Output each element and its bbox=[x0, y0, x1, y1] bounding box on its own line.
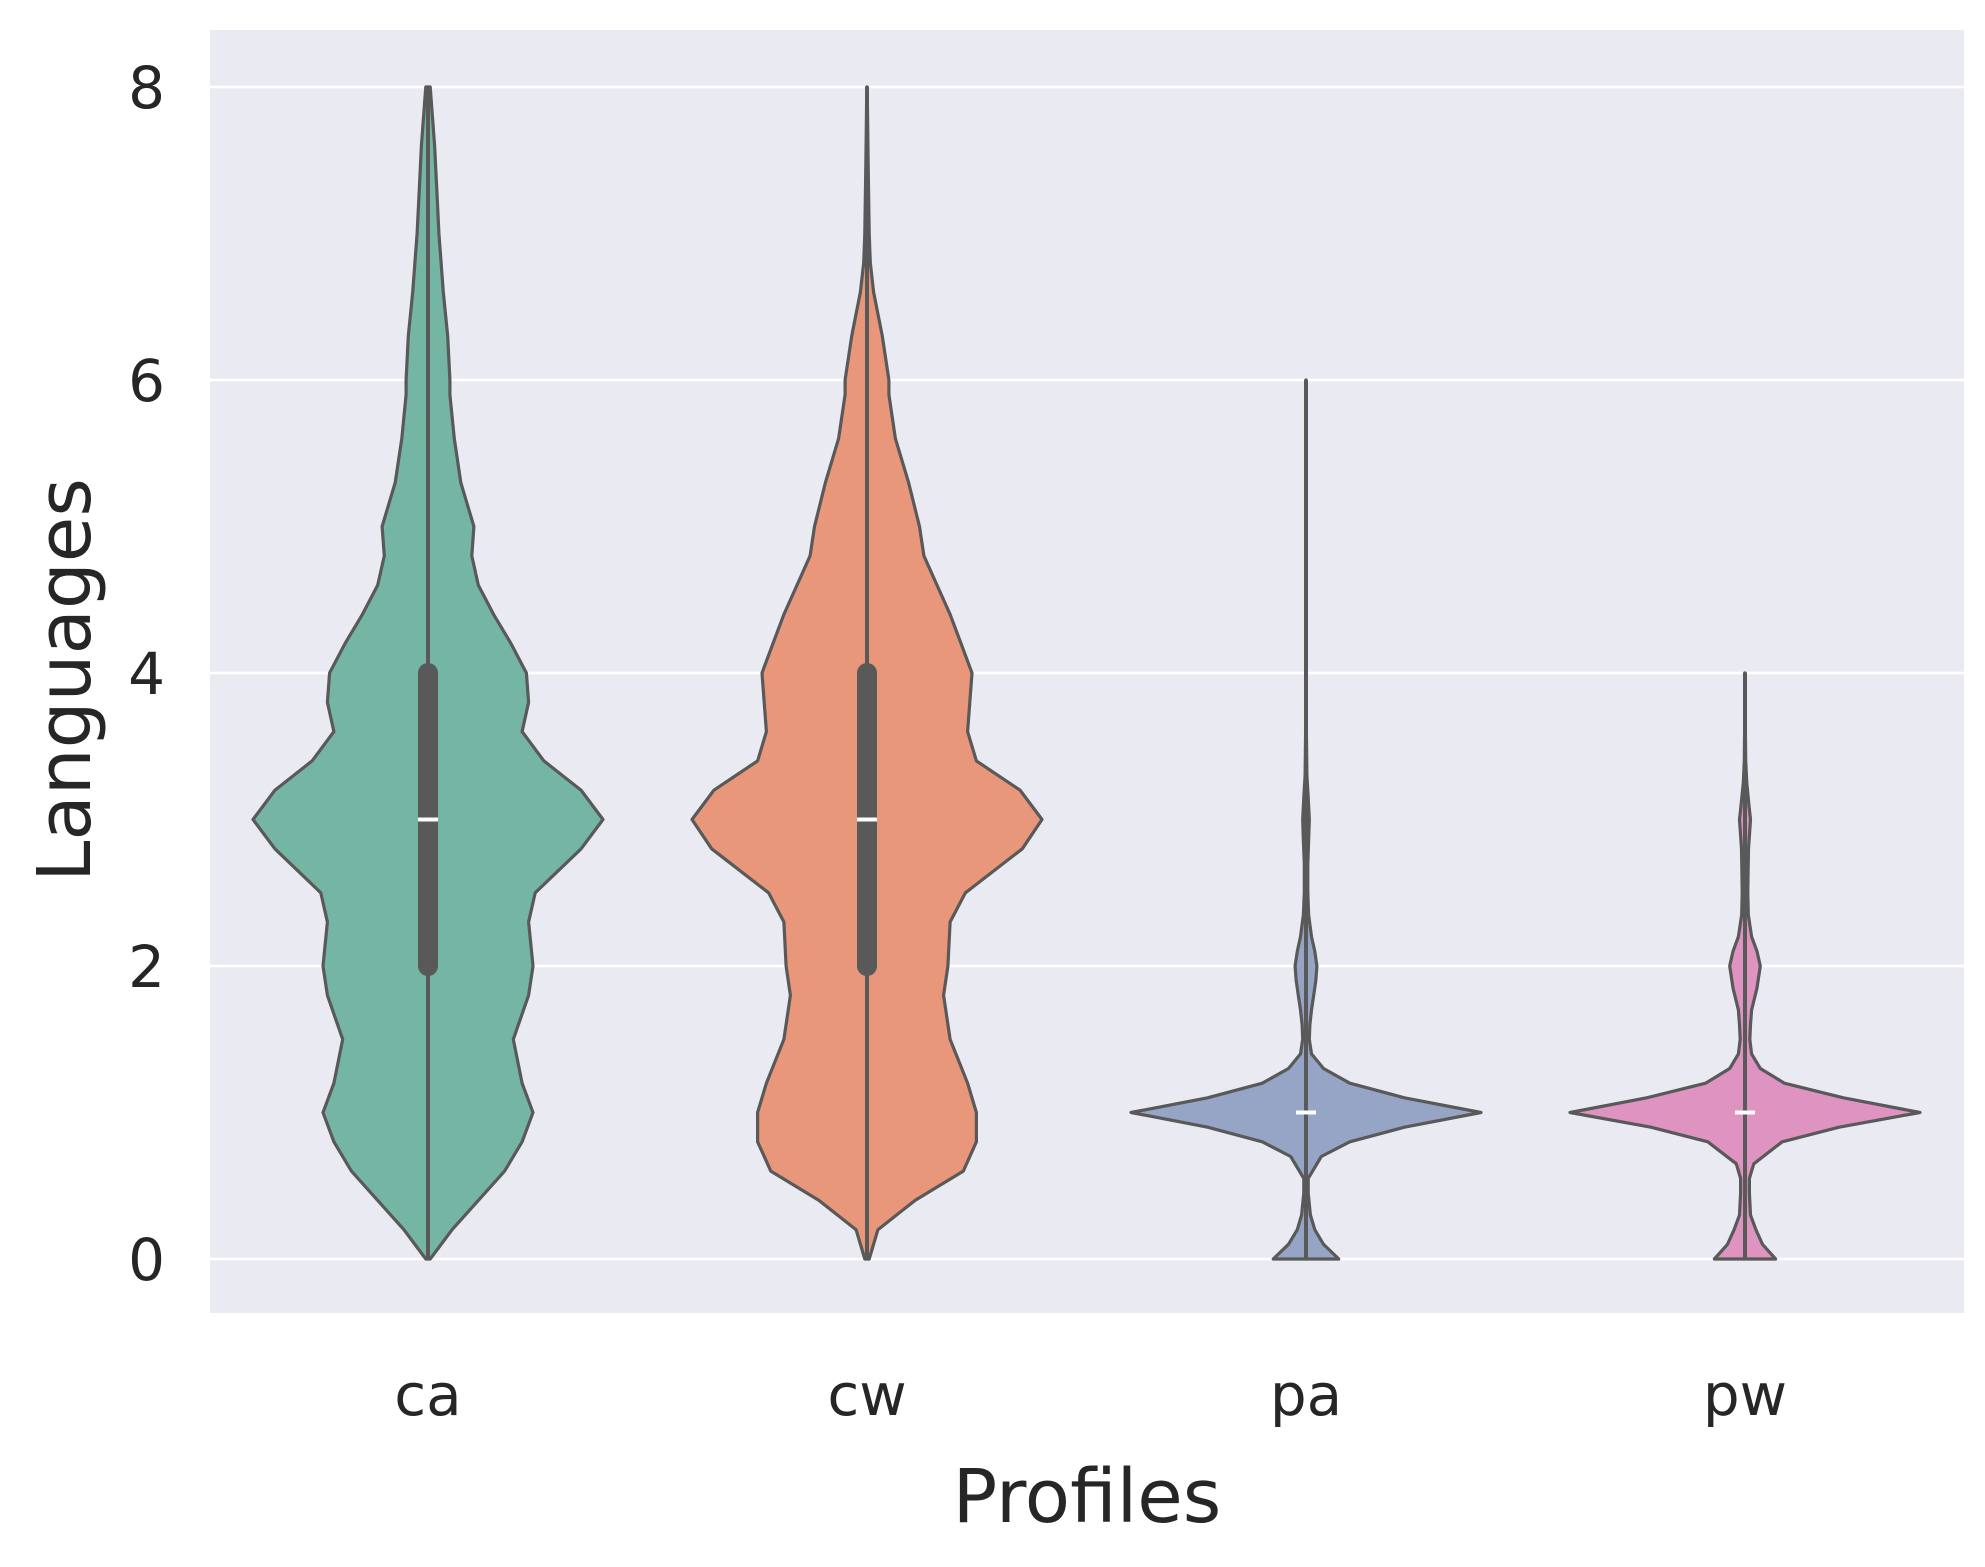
y-axis-label: Languages bbox=[22, 478, 108, 882]
y-tick-label: 6 bbox=[128, 347, 165, 415]
x-tick-label: cw bbox=[827, 1361, 906, 1429]
x-tick-label: pa bbox=[1270, 1361, 1342, 1429]
x-tick-label: pw bbox=[1703, 1361, 1787, 1429]
x-tick-label: ca bbox=[394, 1361, 461, 1429]
y-tick-label: 8 bbox=[128, 54, 165, 122]
y-tick-labels: 0 2 4 6 8 bbox=[128, 54, 165, 1294]
y-tick-label: 0 bbox=[128, 1226, 165, 1294]
y-tick-label: 4 bbox=[128, 640, 165, 708]
violins bbox=[251, 85, 1922, 1261]
x-axis-label: Profiles bbox=[953, 1454, 1222, 1540]
y-tick-label: 2 bbox=[128, 933, 165, 1001]
x-tick-labels: ca cw pa pw bbox=[394, 1361, 1787, 1429]
